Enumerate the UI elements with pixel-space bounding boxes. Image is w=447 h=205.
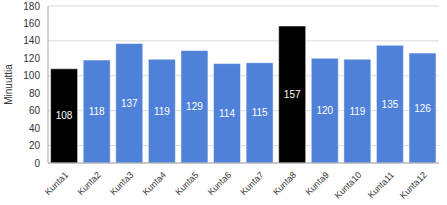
- svg-text:115: 115: [252, 107, 268, 118]
- svg-text:100: 100: [23, 70, 40, 81]
- svg-text:Kunta4: Kunta4: [141, 170, 168, 197]
- svg-text:114: 114: [219, 108, 235, 119]
- svg-text:180: 180: [23, 1, 40, 12]
- svg-text:Kunta2: Kunta2: [76, 170, 103, 197]
- svg-text:Kunta5: Kunta5: [173, 170, 200, 197]
- svg-text:118: 118: [89, 106, 105, 117]
- svg-text:108: 108: [56, 110, 73, 121]
- svg-text:120: 120: [316, 105, 333, 116]
- svg-text:Kunta3: Kunta3: [108, 170, 135, 197]
- svg-text:129: 129: [186, 101, 203, 112]
- svg-text:157: 157: [284, 89, 301, 100]
- svg-text:Kunta11: Kunta11: [366, 170, 396, 200]
- svg-text:Kunta8: Kunta8: [271, 170, 298, 197]
- svg-text:Kunta6: Kunta6: [206, 170, 233, 197]
- svg-text:119: 119: [349, 106, 365, 117]
- svg-text:0: 0: [34, 158, 40, 169]
- svg-text:Minuuttia: Minuuttia: [8, 64, 14, 105]
- svg-text:Kunta1: Kunta1: [43, 170, 70, 197]
- svg-text:Kunta12: Kunta12: [398, 170, 429, 201]
- svg-text:126: 126: [414, 103, 431, 114]
- svg-text:60: 60: [29, 105, 41, 116]
- svg-text:Kunta7: Kunta7: [238, 170, 265, 197]
- svg-text:160: 160: [23, 18, 40, 29]
- svg-text:120: 120: [23, 53, 40, 64]
- svg-text:80: 80: [29, 88, 41, 99]
- svg-text:140: 140: [23, 35, 40, 46]
- svg-text:119: 119: [154, 106, 170, 117]
- svg-text:20: 20: [29, 140, 41, 151]
- svg-text:137: 137: [121, 98, 138, 109]
- svg-text:135: 135: [382, 99, 399, 110]
- svg-text:40: 40: [29, 123, 41, 134]
- svg-text:Kunta9: Kunta9: [304, 170, 331, 197]
- svg-text:Kunta10: Kunta10: [333, 170, 364, 201]
